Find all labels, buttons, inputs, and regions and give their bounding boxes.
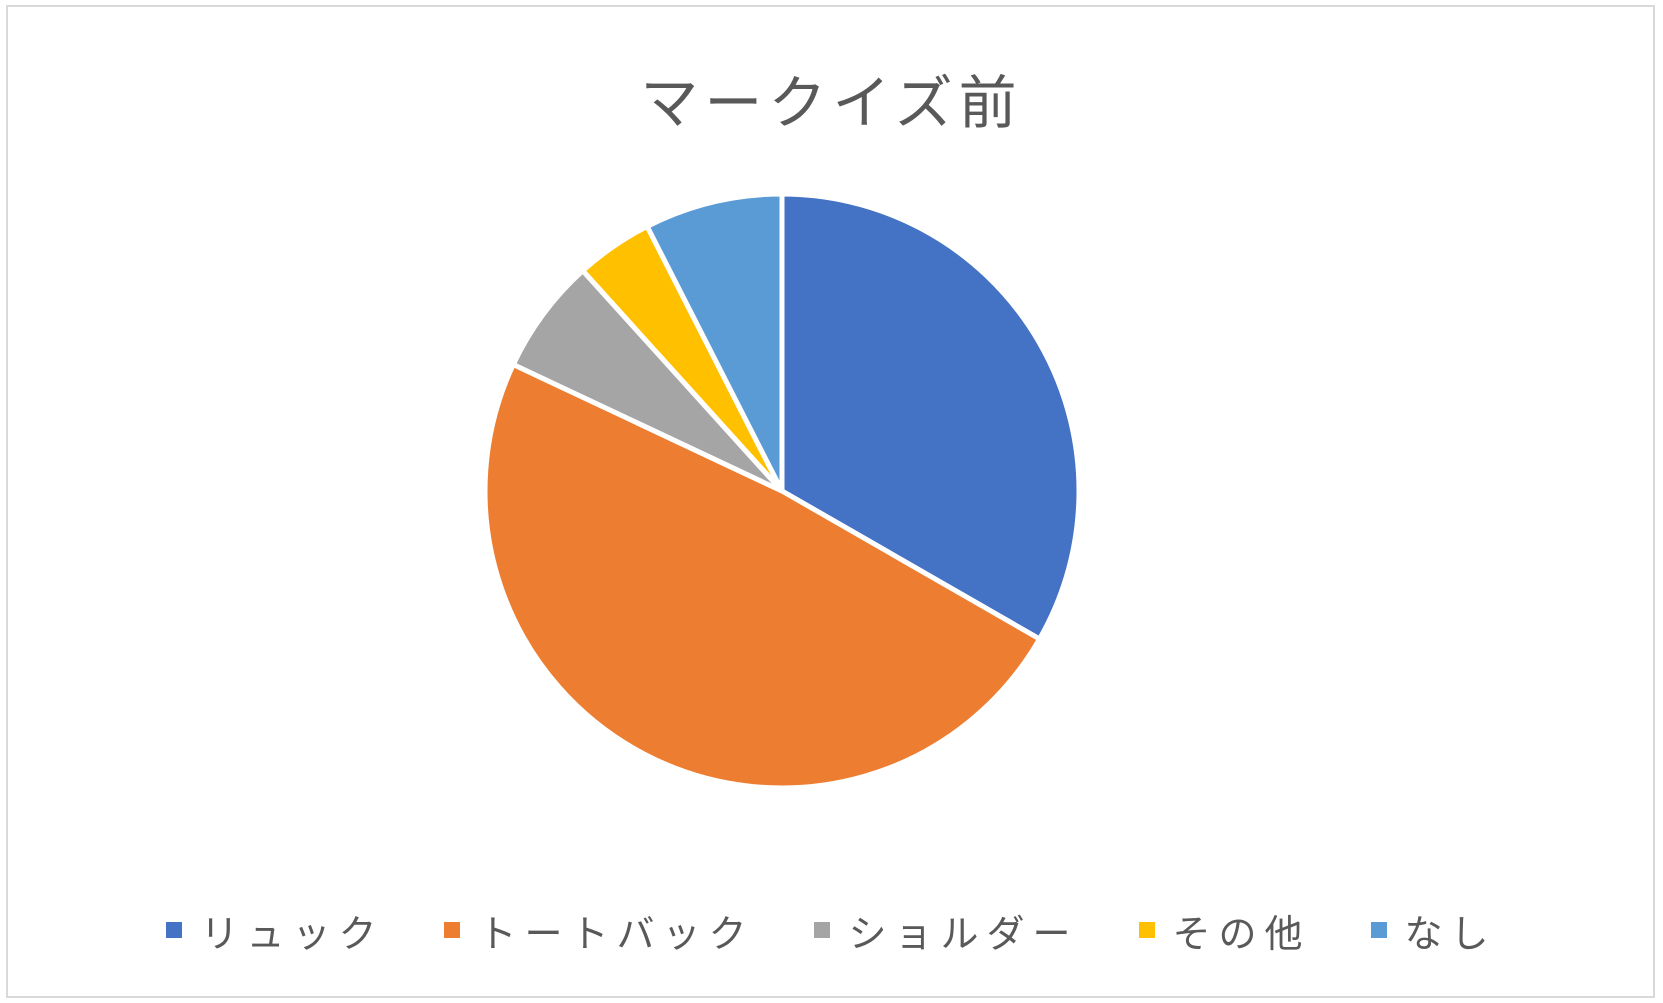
- legend-item-shoulder: ショルダー: [814, 903, 1078, 958]
- legend-label: リュック: [200, 911, 385, 956]
- legend-item-other: その他: [1138, 903, 1311, 958]
- legend-label: ショルダー: [848, 911, 1079, 956]
- slice-none: [644, 191, 785, 494]
- slice-tote-bag: [482, 362, 1043, 791]
- legend-item-rucksack: リュック: [166, 903, 384, 958]
- legend-label: その他: [1172, 911, 1311, 956]
- legend-swatch: [1370, 922, 1387, 938]
- legend-swatch: [444, 922, 461, 938]
- legend-item-tote-bag: トートバック: [444, 903, 754, 958]
- legend-item-none: なし: [1370, 903, 1497, 958]
- legend: リュック トートバック ショルダー その他 なし: [0, 900, 1663, 960]
- pie-slices: [482, 191, 1082, 791]
- legend-swatch: [814, 922, 831, 938]
- legend-label: トートバック: [478, 911, 755, 956]
- chart-title: マークイズ前: [640, 69, 1023, 137]
- legend-swatch: [166, 922, 183, 938]
- slice-rucksack: [779, 191, 1082, 642]
- legend-label: なし: [1404, 911, 1497, 956]
- legend-swatch: [1138, 922, 1155, 938]
